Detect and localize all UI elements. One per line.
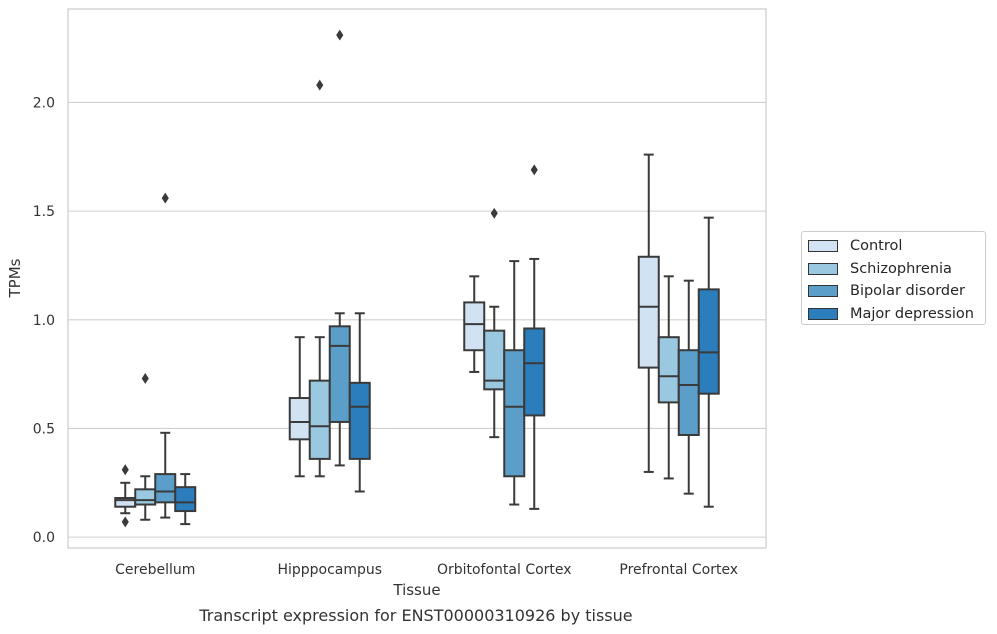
y-tick-label: 1.0	[33, 313, 55, 329]
y-tick-labels: 0.0 0.5 1.0 1.5 2.0	[33, 95, 55, 546]
outlier-point	[121, 464, 129, 476]
legend-item-major-depression: Major depression	[808, 303, 979, 326]
box-schizophrenia-orbitofontal-cortex	[483, 207, 506, 439]
box-control-hipppocampus	[288, 336, 311, 478]
legend-label-control: Control	[850, 238, 903, 255]
y-tick-label: 0.5	[33, 421, 55, 437]
x-tick-label: Prefrontal Cortex	[619, 562, 738, 578]
box-bipolar-disorder-prefrontal-cortex	[677, 279, 700, 495]
legend-item-bipolar-disorder: Bipolar disorder	[808, 280, 979, 303]
box-iqr	[328, 325, 351, 423]
box-iqr	[348, 381, 371, 460]
box-iqr	[174, 486, 197, 513]
box-major-depression-hipppocampus	[348, 312, 371, 493]
box-iqr	[677, 349, 700, 436]
box-iqr	[134, 488, 157, 506]
box-iqr	[697, 288, 720, 395]
y-tick-label: 1.5	[33, 204, 55, 220]
box-control-orbitofontal-cortex	[463, 275, 486, 373]
box-iqr	[154, 473, 177, 504]
outlier-point	[121, 516, 129, 528]
box-control-prefrontal-cortex	[637, 153, 660, 473]
box-major-depression-prefrontal-cortex	[697, 216, 720, 508]
outlier-point	[316, 79, 324, 91]
plot-frame	[67, 8, 767, 549]
legend-swatch-major-depression	[808, 307, 838, 320]
x-tick-label: Cerebellum	[115, 562, 195, 578]
box-bipolar-disorder-hipppocampus	[328, 29, 351, 467]
box-major-depression-cerebellum	[174, 473, 197, 526]
legend-swatch-control	[808, 240, 838, 253]
y-axis-label: TPMs	[6, 258, 24, 298]
legend-label-bipolar-disorder: Bipolar disorder	[850, 283, 965, 300]
box-major-depression-orbitofontal-cortex	[523, 164, 546, 510]
x-tick-label: Orbitofontal Cortex	[437, 562, 572, 578]
box-iqr	[288, 397, 311, 441]
y-tick-label: 2.0	[33, 95, 55, 111]
box-bipolar-disorder-orbitofontal-cortex	[503, 260, 526, 506]
x-tick-labels: Cerebellum Hipppocampus Orbitofontal Corte…	[115, 562, 738, 578]
outlier-point	[141, 373, 149, 384]
box-iqr	[657, 336, 680, 404]
box-series	[114, 29, 720, 528]
outlier-point	[161, 192, 169, 204]
x-axis-label: Tissue	[392, 581, 440, 599]
x-tick-label: Hipppocampus	[277, 562, 382, 578]
box-bipolar-disorder-cerebellum	[154, 192, 177, 519]
outlier-point	[490, 207, 498, 219]
legend-item-control: Control	[808, 235, 979, 258]
legend-swatch-schizophrenia	[808, 262, 838, 275]
legend-item-schizophrenia: Schizophrenia	[808, 258, 979, 281]
series-major-depression	[174, 164, 720, 526]
outlier-point	[530, 164, 538, 176]
series-bipolar-disorder	[154, 29, 700, 519]
outlier-point	[336, 29, 344, 41]
legend-label-schizophrenia: Schizophrenia	[850, 260, 952, 277]
box-iqr	[637, 255, 660, 369]
box-iqr	[503, 349, 526, 478]
series-control	[114, 153, 660, 528]
box-iqr	[523, 327, 546, 417]
plot-area	[68, 9, 766, 548]
y-tick-label: 0.0	[33, 530, 55, 546]
legend-label-major-depression: Major depression	[850, 305, 974, 322]
legend-swatch-bipolar-disorder	[808, 285, 838, 298]
legend: Control Schizophrenia Bipolar disorder M…	[801, 231, 986, 325]
chart-caption: Transcript expression for ENST0000031092…	[199, 606, 633, 625]
box-iqr	[463, 301, 486, 352]
box-iqr	[308, 379, 331, 460]
